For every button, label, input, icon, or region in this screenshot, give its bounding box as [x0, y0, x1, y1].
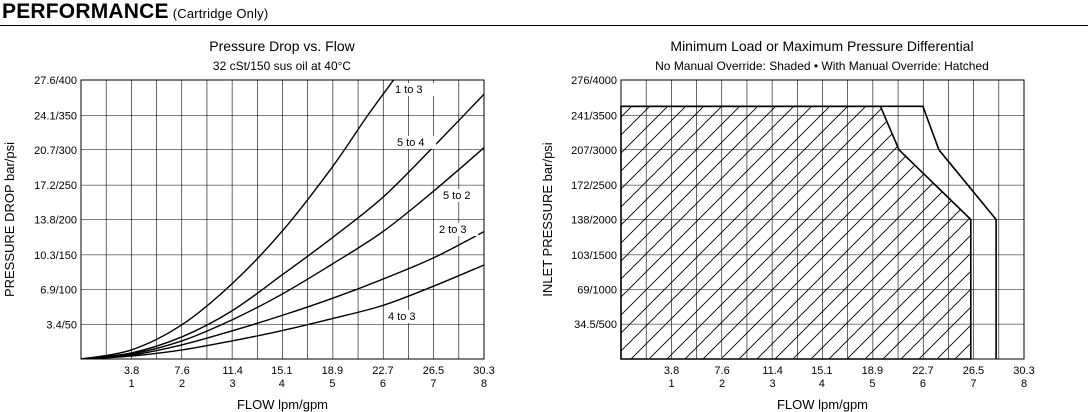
x-tick-label-lpm: 26.5	[423, 365, 444, 377]
x-tick-label-gpm: 5	[329, 378, 335, 390]
y-axis-label: PRESSURE DROP bar/psi	[2, 142, 17, 297]
chart-subtitle: No Manual Override: Shaded • With Manual…	[655, 59, 989, 73]
x-tick-label-lpm: 18.9	[322, 365, 343, 377]
y-tick-label: 241/3500	[571, 110, 617, 122]
chart-title: Minimum Load or Maximum Pressure Differe…	[670, 38, 973, 54]
x-tick-label-lpm: 30.3	[473, 365, 494, 377]
x-axis-label: FLOW lpm/gpm	[237, 397, 328, 412]
series-label-bg	[437, 223, 479, 236]
x-tick-label-lpm: 11.4	[762, 365, 783, 377]
y-tick-label: 27.6/400	[34, 75, 77, 87]
section-header: PERFORMANCE (Cartridge Only)	[0, 0, 1088, 24]
series-label-bg	[386, 310, 428, 323]
y-tick-label: 172/2500	[571, 180, 617, 192]
x-tick-label-lpm: 18.9	[862, 365, 883, 377]
x-tick-label-lpm: 26.5	[963, 365, 984, 377]
series-line	[81, 230, 484, 359]
series-label-bg	[441, 189, 483, 202]
y-tick-label: 20.7/300	[34, 145, 77, 157]
x-tick-label-gpm: 4	[279, 378, 285, 390]
series-label: 5 to 2	[443, 190, 471, 202]
y-tick-label: 13.8/200	[34, 215, 77, 227]
x-tick-label-gpm: 6	[380, 378, 386, 390]
x-tick-label-gpm: 3	[770, 378, 776, 390]
hatched-region	[620, 105, 972, 360]
series-line	[81, 80, 395, 359]
chart-subtitle: 32 cSt/150 sus oil at 40°C	[213, 59, 352, 73]
plot-frame	[80, 79, 485, 360]
x-tick-label-gpm: 2	[719, 378, 725, 390]
y-tick-label: 24.1/350	[34, 110, 77, 122]
series-label: 2 to 3	[439, 224, 467, 236]
series-label-bg	[393, 83, 435, 96]
x-tick-label-lpm: 15.1	[811, 365, 832, 377]
y-tick-label: 276/4000	[571, 75, 617, 87]
x-tick-label-lpm: 15.1	[271, 365, 292, 377]
x-tick-label-gpm: 7	[970, 378, 976, 390]
x-tick-label-gpm: 4	[819, 378, 825, 390]
y-tick-label: 17.2/250	[34, 180, 77, 192]
y-tick-label: 138/2000	[571, 215, 617, 227]
x-tick-label-lpm: 30.3	[1013, 365, 1034, 377]
chart-2: Minimum Load or Maximum Pressure Differe…	[540, 38, 1035, 412]
x-tick-label-gpm: 8	[1021, 378, 1027, 390]
chart-1: Pressure Drop vs. Flow 32 cSt/150 sus oil…	[2, 38, 495, 412]
header-rule	[0, 25, 1088, 26]
x-tick-label-gpm: 2	[179, 378, 185, 390]
section-title: PERFORMANCE (Cartridge Only)	[2, 0, 269, 23]
series-line	[81, 93, 484, 359]
x-tick-label-gpm: 8	[481, 378, 487, 390]
x-tick-label-gpm: 1	[128, 378, 134, 390]
series-label: 4 to 3	[388, 311, 416, 323]
chart-title: Pressure Drop vs. Flow	[209, 38, 355, 54]
y-tick-label: 3.4/50	[46, 320, 77, 332]
x-tick-label-gpm: 3	[230, 378, 236, 390]
series-label: 5 to 4	[397, 137, 425, 149]
x-tick-label-gpm: 7	[430, 378, 436, 390]
x-tick-label-lpm: 7.6	[714, 365, 729, 377]
x-tick-label-lpm: 3.8	[664, 365, 679, 377]
y-axis-label: INLET PRESSURE bar/psi	[540, 142, 555, 296]
y-tick-label: 69/1000	[577, 284, 617, 296]
y-tick-label: 10.3/150	[34, 250, 77, 262]
y-tick-label: 207/3000	[571, 145, 617, 157]
x-axis-label: FLOW lpm/gpm	[777, 397, 868, 412]
x-tick-label-lpm: 3.8	[124, 365, 139, 377]
series-label-bg	[395, 136, 437, 149]
series-line	[81, 264, 484, 359]
x-tick-label-gpm: 5	[869, 378, 875, 390]
x-tick-label-lpm: 22.7	[372, 365, 393, 377]
y-tick-label: 6.9/100	[40, 284, 77, 296]
x-tick-label-lpm: 11.4	[222, 365, 243, 377]
series-line	[81, 147, 484, 359]
shaded-boundary	[621, 105, 997, 359]
y-tick-label: 103/1500	[571, 250, 617, 262]
x-tick-label-lpm: 22.7	[912, 365, 933, 377]
x-tick-label-lpm: 7.6	[174, 365, 189, 377]
x-tick-label-gpm: 6	[920, 378, 926, 390]
x-tick-label-gpm: 1	[668, 378, 674, 390]
section-subtitle: (Cartridge Only)	[172, 6, 269, 21]
y-tick-label: 34.5/500	[574, 319, 617, 331]
series-label: 1 to 3	[395, 84, 423, 96]
